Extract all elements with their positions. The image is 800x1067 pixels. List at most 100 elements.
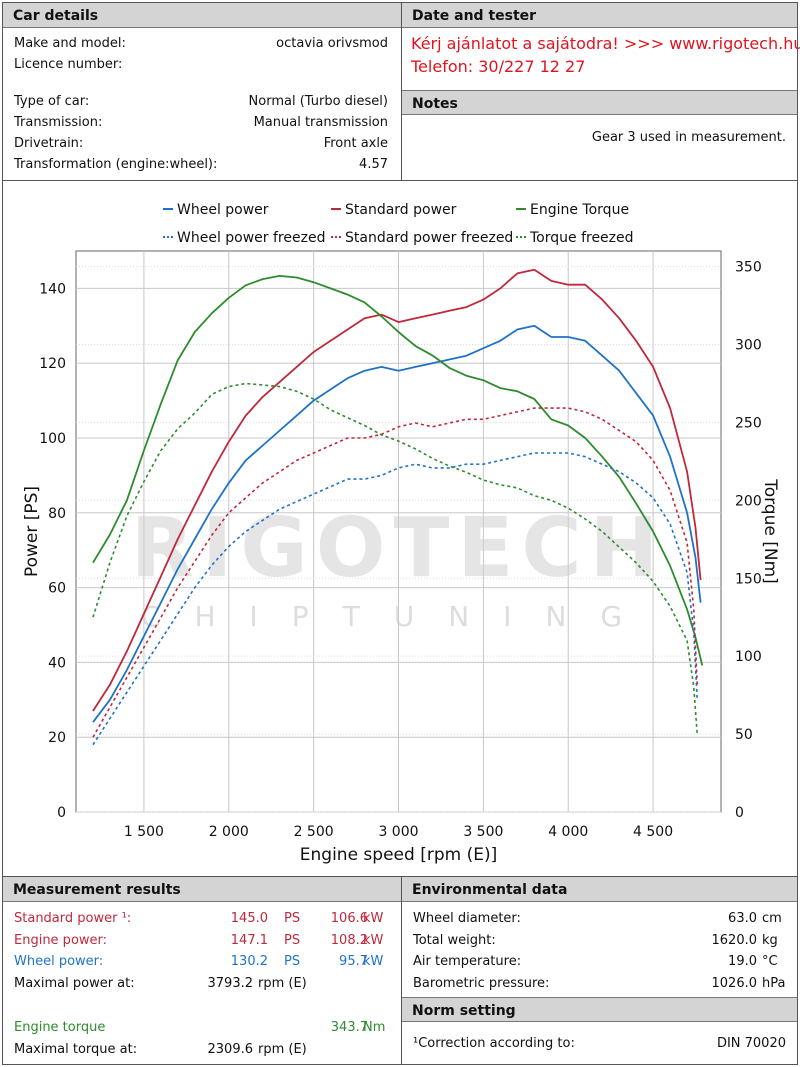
- promo-link[interactable]: Kérj ajánlatot a sajátodra! >>> www.rigo…: [411, 34, 800, 53]
- car-details-header: Car details: [3, 3, 401, 28]
- norm-header: Norm setting: [402, 997, 797, 1022]
- x-axis-label: Engine speed [rpm (E)]: [300, 845, 497, 865]
- total-weight-unit: kg: [762, 933, 778, 948]
- top-divider: [401, 3, 402, 180]
- top-bottom-border: [3, 180, 797, 181]
- engine-power-kw: 108.2: [330, 933, 368, 948]
- engine-torque-label: Engine torque: [14, 1020, 106, 1035]
- transformation-value: 4.57: [359, 157, 388, 172]
- x-tick-label: 1 500: [124, 824, 164, 840]
- standard-power-kw: 106.6: [330, 911, 368, 926]
- notes-header: Notes: [402, 90, 797, 115]
- total-weight-label: Total weight:: [413, 933, 496, 948]
- y-tick-label: 40: [48, 655, 66, 671]
- max-torque-unit: rpm (E): [258, 1042, 307, 1057]
- series-line-standard-power: [92, 268, 702, 712]
- transformation-label: Transformation (engine:wheel):: [14, 157, 218, 172]
- environment-header: Environmental data: [402, 877, 797, 902]
- y-tick-label: 60: [48, 581, 66, 597]
- air-temperature-unit: °C: [762, 954, 778, 969]
- standard-power-ps: 145.0: [230, 911, 268, 926]
- x-tick-label: 2 500: [294, 824, 334, 840]
- y-tick-label: 120: [39, 356, 66, 372]
- series-line-torque-freezed: [92, 382, 698, 735]
- dyno-chart: 1 500 2 000 2 500 3 000 3 500 4 000 4 500 0 20 40…: [22, 202, 780, 865]
- series-line-wheel-power-freezed: [92, 452, 698, 746]
- y2-tick-label: 250: [735, 415, 762, 431]
- y-axis-label: Power [PS]: [22, 486, 42, 577]
- total-weight-value: 1620.0: [711, 933, 758, 948]
- wheel-diameter-value: 63.0: [728, 911, 757, 926]
- engine-power-kw-unit: kW: [363, 933, 384, 948]
- x-tick-label: 3 500: [463, 824, 503, 840]
- engine-torque-unit: Nm: [363, 1020, 386, 1035]
- barometric-pressure-value: 1026.0: [711, 976, 758, 991]
- drivetrain-value: Front axle: [323, 136, 388, 151]
- watermark-brand: RIGOTECH: [131, 501, 666, 596]
- y-tick-label: 80: [48, 506, 66, 522]
- standard-power-ps-unit: PS: [284, 911, 301, 926]
- y2-tick-label: 100: [735, 649, 762, 665]
- max-torque-value: 2309.6: [207, 1042, 254, 1057]
- air-temperature-label: Air temperature:: [413, 954, 522, 969]
- engine-power-ps-unit: PS: [284, 933, 301, 948]
- air-temperature-value: 19.0: [728, 954, 757, 969]
- engine-torque-value: 343.7: [330, 1020, 368, 1035]
- wheel-power-kw: 95.7: [339, 954, 368, 969]
- correction-label: ¹Correction according to:: [413, 1036, 575, 1051]
- y-tick-label: 100: [39, 431, 66, 447]
- watermark-sub: CHIPTUNING: [141, 600, 656, 633]
- legend-entry: Standard power: [345, 202, 457, 218]
- wheel-power-ps-unit: PS: [284, 954, 301, 969]
- series-line-engine-torque: [92, 275, 704, 666]
- promo-phone: Telefon: 30/227 12 27: [411, 57, 586, 76]
- y2-tick-label: 50: [735, 727, 753, 743]
- legend-entry: Standard power freezed: [345, 230, 513, 246]
- legend-entry: Wheel power: [177, 202, 269, 218]
- standard-power-kw-unit: kW: [363, 911, 384, 926]
- max-power-unit: rpm (E): [258, 976, 307, 991]
- licence-label: Licence number:: [14, 57, 123, 72]
- date-tester-header: Date and tester: [402, 3, 797, 28]
- engine-power-label: Engine power:: [14, 933, 108, 948]
- transmission-label: Transmission:: [14, 115, 103, 130]
- standard-power-label: Standard power ¹:: [14, 911, 132, 926]
- legend-entry: Wheel power freezed: [177, 230, 325, 246]
- legend-entry: Engine Torque: [530, 202, 629, 218]
- barometric-pressure-label: Barometric pressure:: [413, 976, 550, 991]
- max-power-label: Maximal power at:: [14, 976, 135, 991]
- make-model-value: octavia orivsmod: [276, 36, 388, 51]
- measurement-header: Measurement results: [3, 877, 401, 902]
- engine-power-ps: 147.1: [230, 933, 268, 948]
- y2-tick-label: 0: [735, 805, 744, 821]
- y2-tick-label: 300: [735, 338, 762, 354]
- x-tick-label: 2 000: [209, 824, 249, 840]
- wheel-power-label: Wheel power:: [14, 954, 104, 969]
- x-tick-label: 3 000: [378, 824, 418, 840]
- y2-tick-label: 350: [735, 260, 762, 276]
- barometric-pressure-unit: hPa: [762, 976, 786, 991]
- max-torque-label: Maximal torque at:: [14, 1042, 138, 1057]
- legend-entry: Torque freezed: [529, 230, 634, 246]
- wheel-power-kw-unit: kW: [363, 954, 384, 969]
- drivetrain-label: Drivetrain:: [14, 136, 84, 151]
- bottom-divider: [401, 877, 402, 1064]
- notes-text: Gear 3 used in measurement.: [591, 130, 786, 145]
- bottom-top-border: [3, 876, 797, 877]
- y2-tick-label: 200: [735, 493, 762, 509]
- wheel-power-ps: 130.2: [230, 954, 268, 969]
- wheel-diameter-unit: cm: [762, 911, 782, 926]
- type-value: Normal (Turbo diesel): [248, 94, 388, 109]
- y-tick-label: 140: [39, 281, 66, 297]
- y-tick-label: 0: [57, 805, 66, 821]
- y-tick-label: 20: [48, 730, 66, 746]
- max-power-value: 3793.2: [207, 976, 254, 991]
- y2-tick-label: 150: [735, 571, 762, 587]
- correction-value: DIN 70020: [716, 1036, 786, 1051]
- series-line-wheel-power: [92, 324, 702, 723]
- type-label: Type of car:: [14, 94, 90, 109]
- wheel-diameter-label: Wheel diameter:: [413, 911, 521, 926]
- y2-axis-label: Torque [Nm]: [760, 478, 780, 584]
- x-tick-label: 4 500: [633, 824, 673, 840]
